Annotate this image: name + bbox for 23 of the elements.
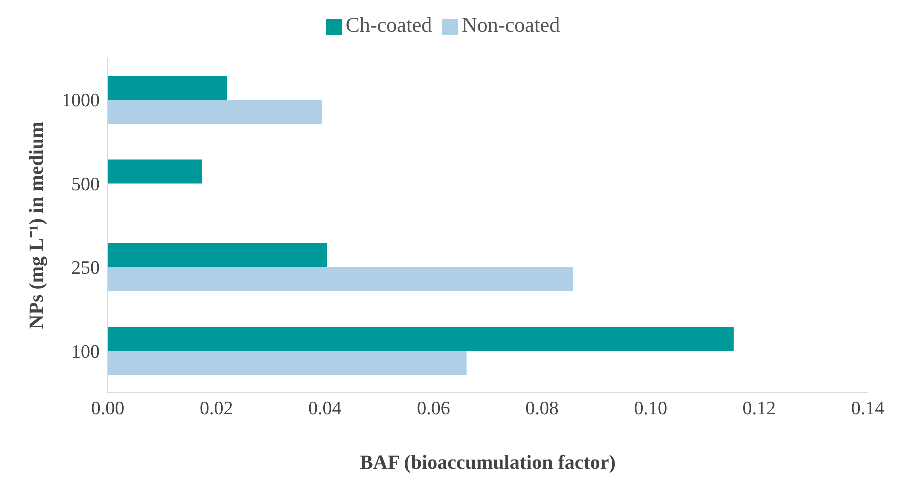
y-axis-title: NPs (mg L⁻¹) in medium — [26, 121, 48, 330]
x-tick-label: 0.00 — [91, 398, 125, 420]
y-tick-label: 100 — [72, 342, 100, 363]
bar — [108, 327, 734, 352]
x-axis-title: BAF (bioaccumulation factor) — [360, 452, 616, 474]
y-tick-label: 250 — [72, 258, 100, 280]
bar — [108, 160, 202, 184]
bar — [108, 268, 574, 292]
x-tick-label: 0.06 — [417, 398, 450, 420]
bar — [108, 351, 467, 376]
bar — [108, 244, 328, 268]
legend-label: Non-coated — [462, 13, 560, 37]
x-tick-label: 0.12 — [742, 398, 776, 420]
y-tick-label: 500 — [72, 174, 100, 196]
x-tick-label: 0.08 — [526, 398, 559, 420]
x-tick-label: 0.10 — [634, 398, 668, 420]
bar — [108, 100, 322, 124]
x-tick-label: 0.02 — [200, 398, 234, 420]
x-tick-label: 0.14 — [851, 398, 886, 420]
x-tick-label: 0.04 — [308, 398, 342, 420]
legend-label: Ch-coated — [346, 13, 432, 37]
bar — [108, 76, 228, 100]
y-tick-label: 1000 — [62, 90, 100, 112]
